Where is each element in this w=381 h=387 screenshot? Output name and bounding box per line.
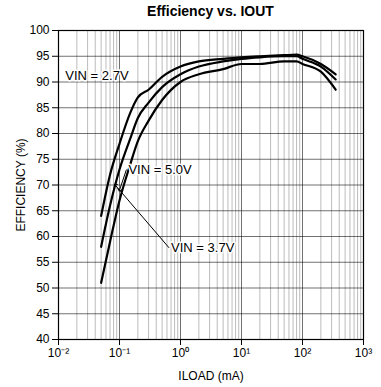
svg-text:VIN = 2.7V: VIN = 2.7V [65,68,129,83]
svg-text:VIN = 3.7V: VIN = 3.7V [171,240,235,255]
svg-text:55: 55 [36,255,50,269]
svg-text:VIN = 5.0V: VIN = 5.0V [128,162,192,177]
svg-text:10³: 10³ [355,346,372,360]
svg-text:80: 80 [36,126,50,140]
svg-text:50: 50 [36,281,50,295]
svg-text:10²: 10² [294,346,311,360]
svg-text:10¹: 10¹ [233,346,250,360]
svg-text:EFFICIENCY (%): EFFICIENCY (%) [14,138,28,231]
svg-text:ILOAD (mA): ILOAD (mA) [178,369,243,383]
svg-text:65: 65 [36,204,50,218]
svg-text:100: 100 [29,23,49,37]
html-text:Efficiency vs. IOUT: Efficiency vs. IOUT [147,3,274,19]
svg-text:40: 40 [36,332,50,346]
svg-text:10⁰: 10⁰ [172,346,189,360]
svg-text:90: 90 [36,75,50,89]
svg-text:10⁻²: 10⁻² [48,346,69,360]
svg-text:45: 45 [36,307,50,321]
svg-text:70: 70 [36,178,50,192]
svg-text:85: 85 [36,101,50,115]
svg-text:60: 60 [36,229,50,243]
svg-text:95: 95 [36,49,50,63]
svg-text:75: 75 [36,152,50,166]
svg-text:10⁻¹: 10⁻¹ [109,346,130,360]
